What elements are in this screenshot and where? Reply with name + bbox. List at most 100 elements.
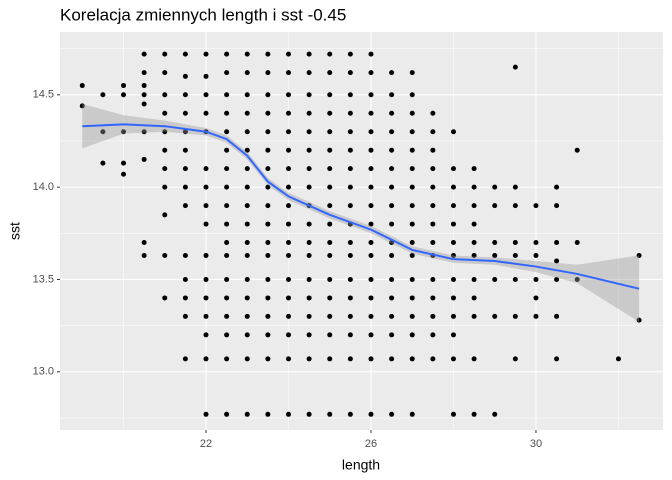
point: [285, 110, 291, 116]
point: [162, 295, 168, 301]
point: [224, 252, 230, 258]
point: [265, 166, 271, 172]
point: [409, 332, 415, 338]
panel: [60, 32, 663, 430]
point: [182, 110, 188, 116]
point: [162, 184, 168, 190]
point: [347, 332, 353, 338]
point: [430, 147, 436, 153]
point: [224, 411, 230, 417]
point: [347, 240, 353, 246]
point: [203, 252, 209, 258]
point: [327, 70, 333, 76]
point: [533, 295, 539, 301]
point: [224, 356, 230, 362]
point: [554, 276, 560, 282]
point: [285, 70, 291, 76]
point: [368, 276, 374, 282]
point: [265, 276, 271, 282]
point: [347, 411, 353, 417]
point: [554, 313, 560, 319]
point: [471, 252, 477, 258]
point: [100, 92, 106, 98]
point: [347, 129, 353, 135]
point: [203, 203, 209, 209]
point: [409, 276, 415, 282]
point: [389, 110, 395, 116]
point: [450, 276, 456, 282]
point: [203, 51, 209, 57]
point: [450, 166, 456, 172]
y-tick-label: 14.0: [33, 181, 54, 193]
point: [162, 110, 168, 116]
point: [327, 313, 333, 319]
point: [244, 356, 250, 362]
point: [224, 92, 230, 98]
point: [389, 70, 395, 76]
x-axis-label: length: [342, 457, 380, 473]
point: [285, 411, 291, 417]
point: [327, 295, 333, 301]
point: [224, 332, 230, 338]
point: [409, 147, 415, 153]
point: [368, 252, 374, 258]
point: [265, 92, 271, 98]
point: [285, 295, 291, 301]
point: [265, 147, 271, 153]
point: [285, 313, 291, 319]
point: [265, 411, 271, 417]
point: [79, 103, 85, 109]
point: [430, 203, 436, 209]
point: [141, 83, 147, 89]
point: [285, 276, 291, 282]
point: [121, 92, 127, 98]
point: [327, 147, 333, 153]
point: [492, 184, 498, 190]
point: [512, 240, 518, 246]
point: [306, 166, 312, 172]
point: [327, 411, 333, 417]
point: [182, 184, 188, 190]
point: [347, 70, 353, 76]
point: [203, 356, 209, 362]
point: [368, 184, 374, 190]
point: [347, 295, 353, 301]
point: [203, 411, 209, 417]
point: [306, 313, 312, 319]
point: [182, 313, 188, 319]
point: [512, 356, 518, 362]
point: [162, 92, 168, 98]
point: [141, 101, 147, 107]
x-tick-label: 30: [530, 438, 542, 450]
point: [368, 411, 374, 417]
point: [471, 276, 477, 282]
point: [347, 147, 353, 153]
point: [409, 252, 415, 258]
point: [244, 166, 250, 172]
point: [224, 221, 230, 227]
point: [492, 203, 498, 209]
smooth-line: [82, 123, 640, 290]
point: [162, 212, 168, 218]
point: [182, 51, 188, 57]
point: [368, 221, 374, 227]
point: [327, 221, 333, 227]
point: [327, 110, 333, 116]
point: [265, 252, 271, 258]
point: [450, 313, 456, 319]
point: [389, 147, 395, 153]
point: [347, 166, 353, 172]
x-tick-label: 22: [200, 438, 212, 450]
point: [141, 156, 147, 162]
point: [244, 240, 250, 246]
point: [430, 240, 436, 246]
point: [203, 73, 209, 79]
point: [265, 203, 271, 209]
point: [182, 73, 188, 79]
point: [512, 203, 518, 209]
point: [182, 166, 188, 172]
point: [182, 295, 188, 301]
point: [430, 221, 436, 227]
point: [409, 313, 415, 319]
point: [265, 70, 271, 76]
